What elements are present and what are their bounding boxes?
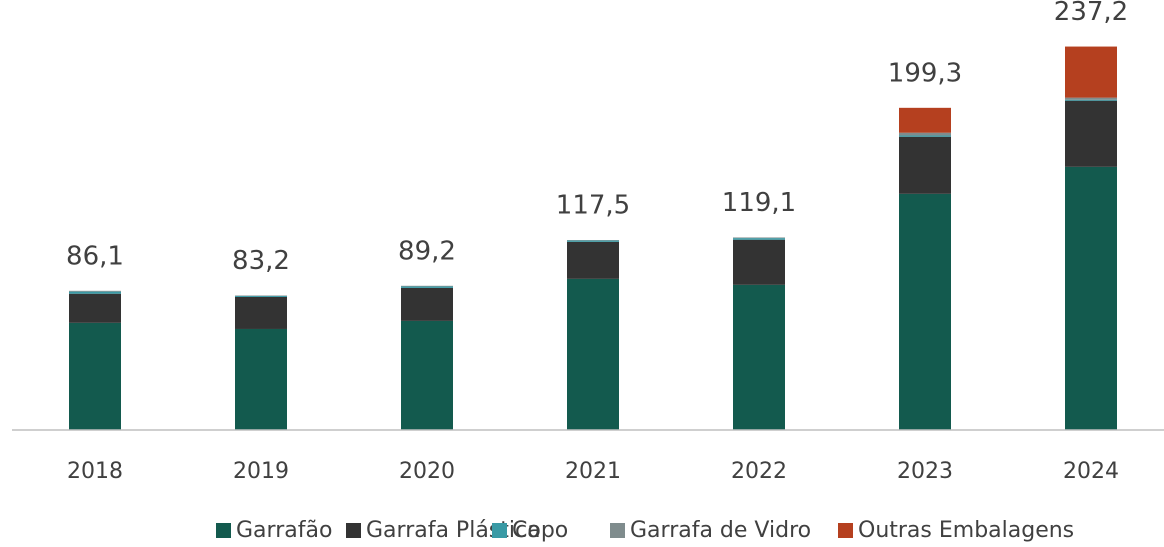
bar-segment <box>235 296 287 329</box>
x-tick-label: 2022 <box>731 459 787 484</box>
total-label: 199,3 <box>888 58 962 88</box>
bar-segment <box>567 240 619 242</box>
bar-segment <box>69 293 121 323</box>
bar-segment <box>1065 46 1117 98</box>
bar-segment <box>401 286 453 288</box>
bar-segment <box>69 291 121 294</box>
bar-segment <box>733 238 785 240</box>
bar-segment <box>401 285 453 287</box>
legend-label: Garrafa de Vidro <box>630 518 811 543</box>
legend-swatch <box>838 523 853 538</box>
bar-segment <box>899 136 951 194</box>
x-tick-label: 2021 <box>565 459 621 484</box>
total-label: 119,1 <box>722 188 796 218</box>
total-label: 83,2 <box>232 246 290 276</box>
total-label: 117,5 <box>556 191 630 221</box>
bar-segment <box>899 135 951 137</box>
bar-segment <box>733 284 785 430</box>
bar-segment <box>899 107 951 133</box>
x-tick-label: 2024 <box>1063 459 1119 484</box>
legend-swatch <box>610 523 625 538</box>
bar-segment <box>235 295 287 297</box>
bar-segment <box>733 237 785 239</box>
bar-segment <box>69 322 121 430</box>
bar-segment <box>1065 99 1117 101</box>
legend-label: Garrafa Plástica <box>366 518 541 543</box>
total-label: 89,2 <box>398 236 456 266</box>
bar-segment <box>1065 166 1117 430</box>
bar-segment <box>1065 100 1117 167</box>
bar-segment <box>567 278 619 430</box>
total-label: 86,1 <box>66 241 124 271</box>
bar-segment <box>401 320 453 430</box>
x-tick-label: 2023 <box>897 459 953 484</box>
total-label: 237,2 <box>1054 0 1128 27</box>
bar-segment <box>401 287 453 321</box>
legend-label: Copo <box>512 518 568 543</box>
x-tick-label: 2018 <box>67 459 123 484</box>
legend-label: Outras Embalagens <box>858 518 1074 543</box>
x-tick-label: 2019 <box>233 459 289 484</box>
bar-segment <box>899 193 951 430</box>
legend-label: Garrafão <box>236 518 332 543</box>
bar-segment <box>235 328 287 430</box>
bar-segment <box>1065 97 1117 100</box>
bar-segment <box>567 241 619 279</box>
legend-swatch <box>346 523 361 538</box>
bar-segment <box>69 290 121 292</box>
legend-swatch <box>216 523 231 538</box>
bar-segment <box>899 132 951 136</box>
x-tick-label: 2020 <box>399 459 455 484</box>
legend-swatch <box>492 523 507 538</box>
bar-segment <box>733 239 785 285</box>
